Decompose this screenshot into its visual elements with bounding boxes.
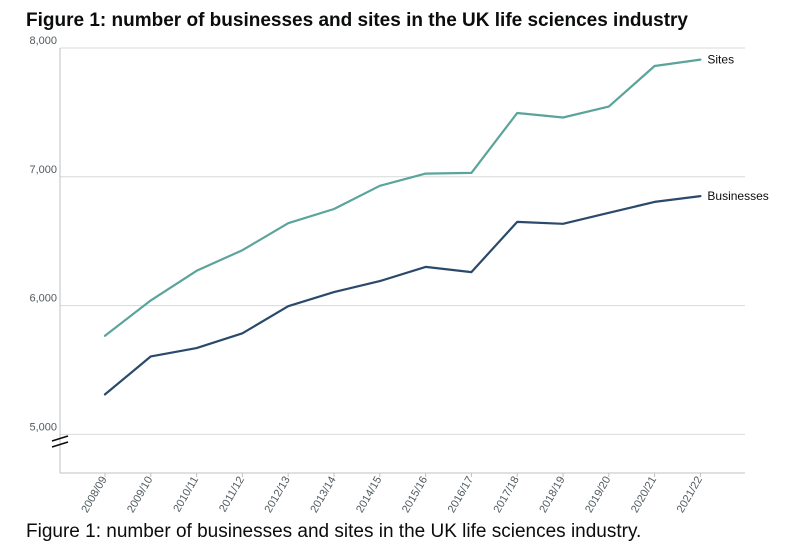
x-tick-label: 2019/20 bbox=[583, 475, 613, 515]
gridlines bbox=[60, 47, 745, 435]
series-line-sites bbox=[103, 58, 702, 337]
x-tick-label: 2017/18 bbox=[492, 475, 522, 515]
x-tick-label: 2020/21 bbox=[629, 475, 659, 515]
x-tick-label: 2010/11 bbox=[171, 475, 201, 515]
axis-break-mark bbox=[51, 435, 69, 442]
axes: 5,000 6,000 7,000 8,000 2008/09 2009/10 2010/1… bbox=[29, 35, 745, 515]
series-lines bbox=[103, 58, 702, 396]
x-tick-label: 2012/13 bbox=[263, 475, 293, 515]
x-tick-label: 2015/16 bbox=[400, 475, 430, 515]
series-label-businesses: Businesses bbox=[707, 189, 768, 203]
y-tick-label: 8,000 bbox=[29, 35, 57, 47]
x-tick-label: 2018/19 bbox=[537, 475, 567, 515]
y-tick-label: 7,000 bbox=[29, 164, 57, 176]
y-tick-label: 5,000 bbox=[29, 421, 57, 433]
x-tick-label: 2008/09 bbox=[79, 475, 109, 515]
series-label-sites: Sites bbox=[707, 53, 734, 67]
axis-break-mark bbox=[51, 441, 69, 448]
figure-caption: Figure 1: number of businesses and sites… bbox=[26, 521, 642, 542]
series-line-businesses bbox=[103, 195, 702, 396]
labels: Sites Businesses bbox=[707, 53, 768, 204]
y-tick-label: 6,000 bbox=[29, 293, 57, 305]
x-tick-label: 2009/10 bbox=[125, 475, 155, 515]
x-tick-label: 2013/14 bbox=[308, 475, 338, 515]
x-tick-label: 2021/22 bbox=[675, 475, 705, 515]
x-tick-label: 2011/12 bbox=[217, 475, 247, 515]
x-tick-label: 2014/15 bbox=[354, 475, 384, 515]
chart-title: Figure 1: number of businesses and sites… bbox=[26, 10, 689, 31]
x-tick-label: 2016/17 bbox=[446, 475, 476, 515]
